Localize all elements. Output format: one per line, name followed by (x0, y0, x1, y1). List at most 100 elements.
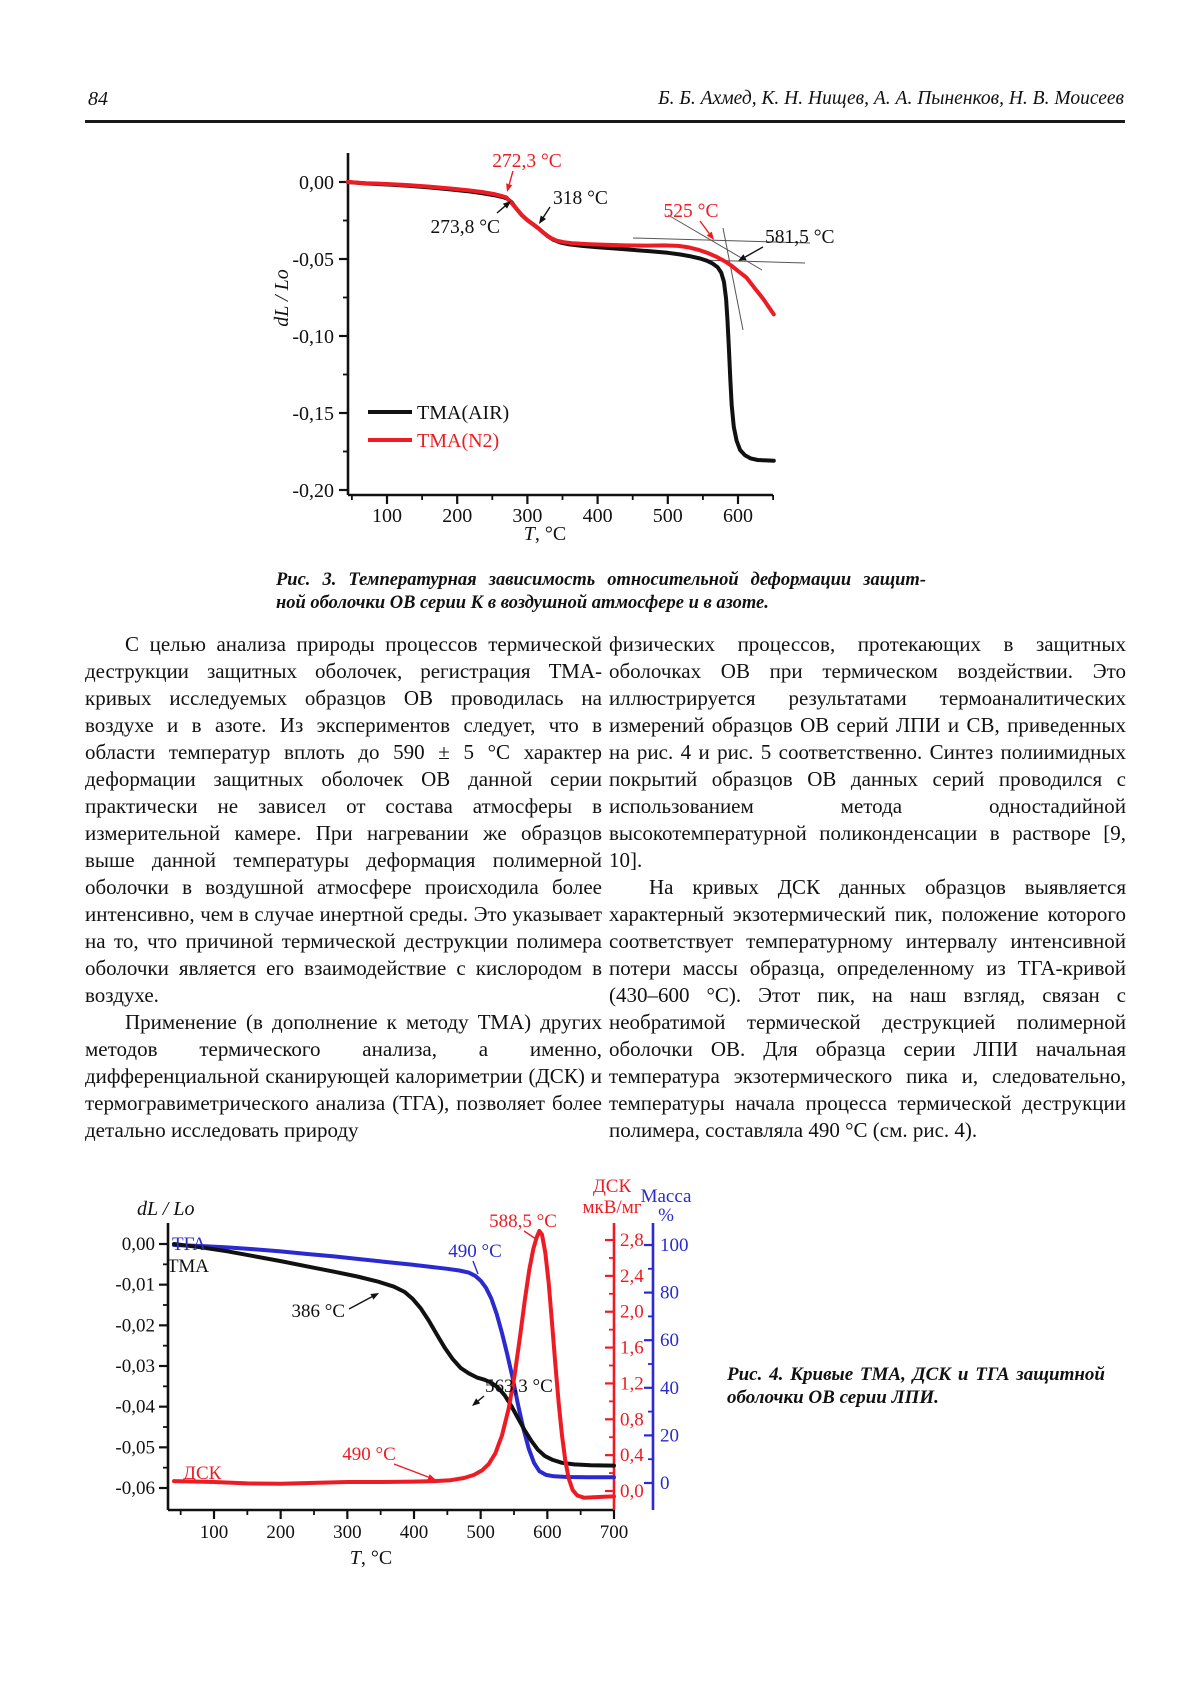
annotation-t490r: 490 °C (342, 1444, 396, 1465)
x-tick-label: 300 (333, 1522, 362, 1543)
annotation-arrow (477, 1395, 485, 1402)
annotation-arrow (348, 1296, 373, 1310)
arrow-head (370, 1293, 379, 1300)
annotation-arrow (699, 220, 710, 234)
dsc-tick-label: 1,2 (620, 1373, 644, 1394)
fig4-caption-line1: Рис. 4. Кривые ТМА, ДСК и ТГА защитной (727, 1364, 1105, 1385)
fig3-tma-chart: 0,00 -0,05 -0,10 -0,15 -0,20 100 200 300 400 500 6… (271, 151, 835, 545)
mass-axis-units: % (658, 1205, 674, 1226)
dsc-tick-label: 0,0 (620, 1481, 644, 1502)
dl-axis-title: dL / Lo (137, 1198, 194, 1220)
header-rule (85, 120, 1125, 123)
annotation-t588: 588,5 °C (489, 1211, 557, 1232)
annotation-arrow (496, 205, 506, 214)
series-ТГА (172, 1243, 616, 1480)
mass-tick-label: 20 (660, 1425, 679, 1446)
paragraph: На кривых ДСК данных образцов выявляется… (609, 875, 1126, 1142)
paragraph: С целью анализа природы процессов термич… (85, 632, 602, 1007)
mass-tick-label: 100 (660, 1235, 689, 1256)
annotation-arrow (472, 1260, 479, 1275)
x-axis-title: T, °C (524, 523, 566, 545)
dsc-axis-title: ДСК (593, 1176, 632, 1197)
arrow-head (738, 254, 747, 261)
paragraph: Применение (в дополнение к методу ТМА) д… (85, 1010, 602, 1142)
x-tick-label: 600 (723, 505, 753, 527)
y-tick-label: -0,05 (292, 249, 334, 271)
x-tick-label: 700 (600, 1522, 629, 1543)
arrow-head (539, 215, 547, 224)
mass-tick-label: 80 (660, 1283, 679, 1304)
legend-label: TMA(AIR) (417, 402, 509, 424)
y-tick-label: -0,10 (292, 326, 334, 348)
dl-tick-label: 0,00 (122, 1234, 155, 1255)
x-tick-label: 600 (533, 1522, 562, 1543)
annotation-arrow (744, 246, 764, 258)
curve-label-ДСК: ДСК (183, 1463, 222, 1484)
y-tick-label: -0,20 (292, 480, 334, 502)
mass-axis-title: Масса (641, 1186, 692, 1207)
arrow-head (472, 1398, 481, 1406)
curve-label-ТМА: ТМА (167, 1256, 209, 1277)
paragraph: физических процессов, протекающих в защи… (609, 632, 1126, 872)
arrow-head (506, 183, 513, 192)
y-tick-label: 0,00 (299, 172, 334, 194)
annotation-arrow (542, 206, 551, 218)
dl-tick-label: -0,01 (115, 1275, 155, 1296)
dl-tick-label: -0,02 (115, 1315, 155, 1336)
arrow-head (502, 201, 511, 209)
tangent-line (722, 227, 744, 331)
dsc-tick-label: 0,8 (620, 1409, 644, 1430)
dsc-tick-label: 1,6 (620, 1338, 644, 1359)
fig3-caption-line1: Рис. 3. Температурная зависимость относи… (276, 570, 926, 590)
tangent-line (699, 259, 806, 264)
y-tick-label: -0,15 (292, 403, 334, 425)
annotation-t563: 563,3 °C (485, 1376, 553, 1397)
fig3-caption-line2: ной оболочки ОВ серии К в воздушной атмо… (276, 592, 769, 613)
dl-tick-label: -0,06 (115, 1478, 155, 1499)
x-axis-title: T, °C (350, 1547, 392, 1569)
x-tick-label: 100 (200, 1522, 229, 1543)
series-ДСК (172, 1229, 616, 1500)
x-tick-label: 300 (512, 505, 542, 527)
tangent-line (632, 237, 811, 244)
annotation-t581: 581,5 °C (765, 227, 835, 248)
dsc-tick-label: 2,0 (620, 1302, 644, 1323)
series-TMA(N2) (345, 180, 776, 317)
dl-tick-label: -0,03 (115, 1356, 155, 1377)
dsc-tick-label: 2,4 (620, 1266, 644, 1287)
running-head-authors: Б. Б. Ахмед, К. Н. Нищев, А. А. Пыненков… (658, 88, 1124, 109)
mass-tick-label: 40 (660, 1378, 679, 1399)
dl-tick-label: -0,04 (115, 1397, 155, 1418)
annotation-arrow (393, 1463, 429, 1478)
legend-label: TMA(N2) (417, 430, 499, 452)
body-column-left: С целью анализа природы процессов термич… (85, 631, 602, 1144)
series-ТМА (172, 1242, 616, 1468)
fig3-caption: Рис. 3. Температурная зависимость относи… (276, 569, 926, 614)
x-tick-label: 400 (400, 1522, 429, 1543)
annotation-arrow (508, 170, 514, 185)
dsc-axis-units: мкВ/мг (582, 1197, 641, 1218)
annotation-t318: 318 °C (553, 188, 608, 209)
fig4-caption-line2: оболочки ОВ серии ЛПИ. (727, 1387, 939, 1408)
annotation-t525: 525 °C (664, 201, 719, 222)
x-tick-label: 400 (583, 505, 613, 527)
annotation-t274: 273,8 °C (430, 217, 500, 238)
dsc-tick-label: 2,8 (620, 1230, 644, 1251)
fig4-caption: Рис. 4. Кривые ТМА, ДСК и ТГА защитной о… (727, 1363, 1105, 1409)
x-tick-label: 500 (466, 1522, 495, 1543)
body-column-right: физических процессов, протекающих в защи… (609, 631, 1126, 1144)
curve-label-ТГА: ТГА (172, 1234, 207, 1255)
x-tick-label: 200 (442, 505, 472, 527)
mass-tick-label: 0 (660, 1473, 670, 1494)
x-tick-label: 500 (653, 505, 683, 527)
dl-tick-label: -0,05 (115, 1437, 155, 1458)
series-TMA(AIR) (345, 180, 776, 463)
annotation-t490b: 490 °C (448, 1241, 502, 1262)
arrow-head (706, 231, 714, 240)
annotation-t272: 272,3 °C (492, 151, 562, 172)
y-axis-title: dL / Lo (271, 269, 293, 326)
dsc-tick-label: 0,4 (620, 1445, 644, 1466)
annotation-t386: 386 °C (291, 1301, 345, 1322)
